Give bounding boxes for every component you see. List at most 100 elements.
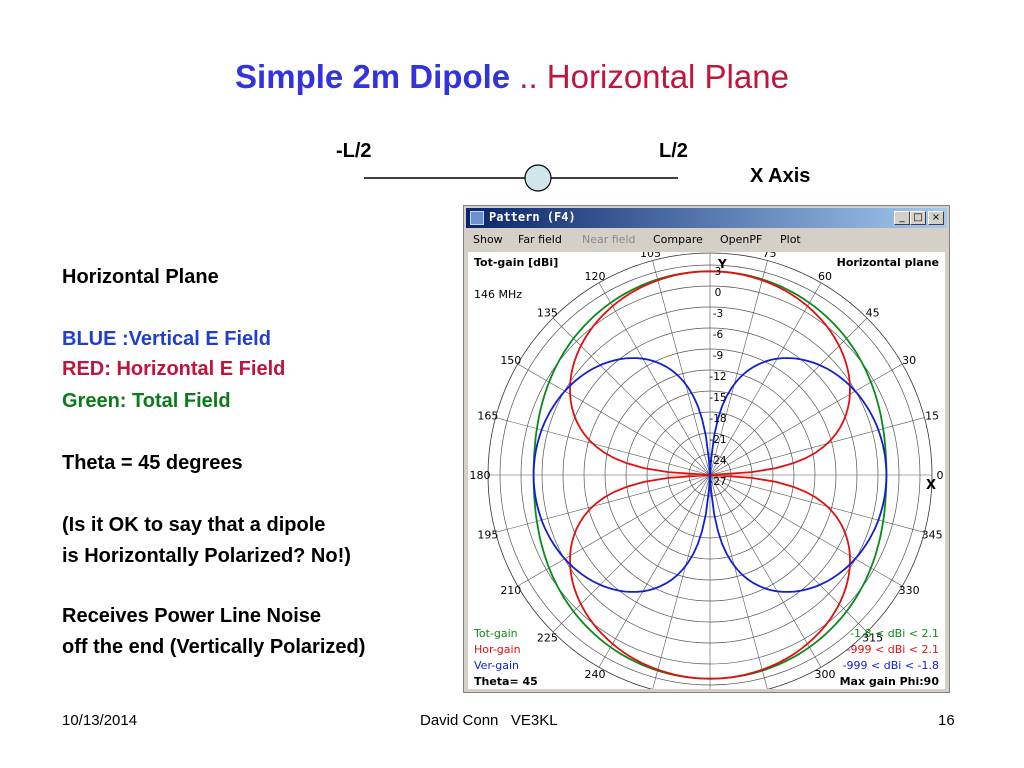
menu-show[interactable]: Show	[473, 233, 503, 246]
angle-tick-label: 330	[899, 584, 920, 597]
legend-hor-gain: Hor-gain	[474, 643, 521, 656]
radial-tick-label: 0	[715, 287, 722, 299]
grid-spoke	[709, 282, 822, 476]
dipole-diagram	[364, 164, 678, 192]
slide-number: 16	[938, 712, 955, 729]
x-axis-label: X Axis	[750, 165, 811, 187]
pattern-plot: 0153045607590105120135150165180195210225…	[468, 239, 945, 712]
legend-ver-range: -999 < dBi < -1.8	[843, 659, 939, 672]
angle-tick-label: 30	[902, 354, 916, 367]
polar-grid	[487, 252, 933, 698]
radial-tick-label: -18	[709, 413, 726, 425]
plot-top-right-label: Horizontal plane	[837, 256, 939, 269]
app-icon[interactable]	[470, 211, 484, 225]
footer-date: 10/13/2014	[62, 712, 138, 729]
red-legend-text: RED: Horizontal E Field	[62, 358, 286, 380]
y-axis-marker: Y	[717, 257, 727, 271]
title-bold: Simple 2m Dipole	[235, 58, 511, 95]
angle-tick-label: 225	[537, 632, 558, 645]
angle-tick-label: 210	[500, 584, 521, 597]
grid-spoke	[652, 260, 711, 476]
grid-spoke	[652, 474, 711, 690]
theta-readout: Theta= 45	[474, 675, 538, 688]
radial-tick-label: -6	[713, 329, 724, 341]
max-gain-readout: Max gain Phi:90	[840, 675, 940, 688]
grid-spoke	[552, 317, 711, 476]
angle-tick-label: 60	[818, 270, 832, 283]
angle-tick-label: 15	[925, 409, 939, 422]
menu-far-field[interactable]: Far field	[518, 233, 562, 246]
dipole-left-label: -L/2	[336, 140, 372, 162]
grid-spoke	[709, 474, 822, 668]
minimize-button[interactable]: _	[894, 211, 910, 225]
angle-tick-label: 150	[500, 354, 521, 367]
menu-near-field[interactable]: Near field	[582, 233, 636, 246]
legend-tot-gain: Tot-gain	[473, 627, 518, 640]
x-axis-marker: X	[926, 478, 936, 493]
legend-tot-range: -1.8 < dBi < 2.1	[850, 627, 939, 640]
radial-tick-label: -27	[709, 476, 726, 488]
grid-spoke	[709, 260, 768, 476]
heading-horizontal-plane: Horizontal Plane	[62, 266, 219, 288]
angle-tick-label: 300	[815, 668, 836, 681]
menu-openpf[interactable]: OpenPF	[720, 233, 763, 246]
pattern-curves	[532, 270, 888, 680]
question-line-1: (Is it OK to say that a dipole	[62, 514, 326, 536]
angle-tick-label: 180	[470, 469, 491, 482]
close-button[interactable]: ×	[928, 211, 944, 225]
radial-tick-label: -3	[713, 308, 723, 320]
grid-spoke	[709, 417, 925, 476]
polar-tick-labels: 0153045607590105120135150165180195210225…	[470, 239, 944, 712]
angle-tick-label: 165	[477, 409, 498, 422]
question-line-2: is Horizontally Polarized? No!)	[62, 545, 351, 567]
menu-bar: Show Far field Near field Compare OpenPF…	[466, 230, 947, 249]
grid-spoke	[552, 474, 711, 633]
title-rest: Horizontal Plane	[537, 58, 789, 95]
angle-tick-label: 0	[937, 469, 944, 482]
legend-hor-range: -999 < dBi < 2.1	[847, 643, 939, 656]
grid-spoke	[495, 474, 711, 533]
blue-legend-text: BLUE :Vertical E Field	[62, 328, 271, 350]
frequency-label: 146 MHz	[474, 288, 522, 301]
angle-tick-label: 45	[866, 306, 880, 319]
grid-spoke	[709, 474, 868, 633]
polar-chart: 0153045607590105120135150165180195210225…	[470, 239, 944, 712]
angle-tick-label: 135	[537, 306, 558, 319]
window-title: Pattern (F4)	[489, 210, 576, 224]
grid-spoke	[709, 317, 868, 476]
dipole-right-label: L/2	[659, 140, 688, 162]
vertical-pattern-curve	[532, 357, 888, 593]
footer-author: David Conn VE3KL	[420, 712, 558, 729]
angle-tick-label: 120	[585, 270, 606, 283]
maximize-button[interactable]: □	[910, 211, 926, 225]
angle-tick-label: 315	[862, 632, 883, 645]
window-titlebar[interactable]: Pattern (F4) _ □ ×	[466, 208, 947, 228]
grid-spoke	[598, 474, 711, 668]
menu-plot[interactable]: Plot	[780, 233, 801, 246]
angle-tick-label: 195	[477, 529, 498, 542]
angle-tick-label: 105	[640, 252, 661, 260]
radial-tick-label: -24	[709, 455, 726, 467]
noise-line-1: Receives Power Line Noise	[62, 605, 322, 627]
theta-text: Theta = 45 degrees	[62, 452, 243, 474]
feed-point	[524, 164, 552, 192]
title-separator: ..	[510, 58, 538, 95]
grid-spoke	[495, 417, 711, 476]
radial-tick-label: 3	[715, 266, 722, 278]
radial-tick-label: -12	[709, 371, 726, 383]
green-legend-text: Green: Total Field	[62, 390, 231, 412]
grid-spoke	[709, 474, 768, 690]
slide-title: Simple 2m Dipole .. Horizontal Plane	[0, 58, 1024, 96]
pattern-window: Pattern (F4) _ □ × Show Far field Near f…	[463, 205, 950, 712]
grid-spoke	[709, 474, 925, 533]
angle-tick-label: 345	[922, 529, 943, 542]
noise-line-2: off the end (Vertically Polarized)	[62, 636, 366, 658]
menu-compare[interactable]: Compare	[653, 233, 703, 246]
radial-tick-label: -21	[709, 434, 726, 446]
radial-tick-label: -9	[713, 350, 723, 362]
angle-tick-label: 240	[585, 668, 606, 681]
grid-spoke	[598, 282, 711, 476]
plot-top-left-label: Tot-gain [dBi]	[474, 256, 558, 269]
legend-ver-gain: Ver-gain	[474, 659, 519, 672]
radial-tick-label: -15	[709, 392, 726, 404]
